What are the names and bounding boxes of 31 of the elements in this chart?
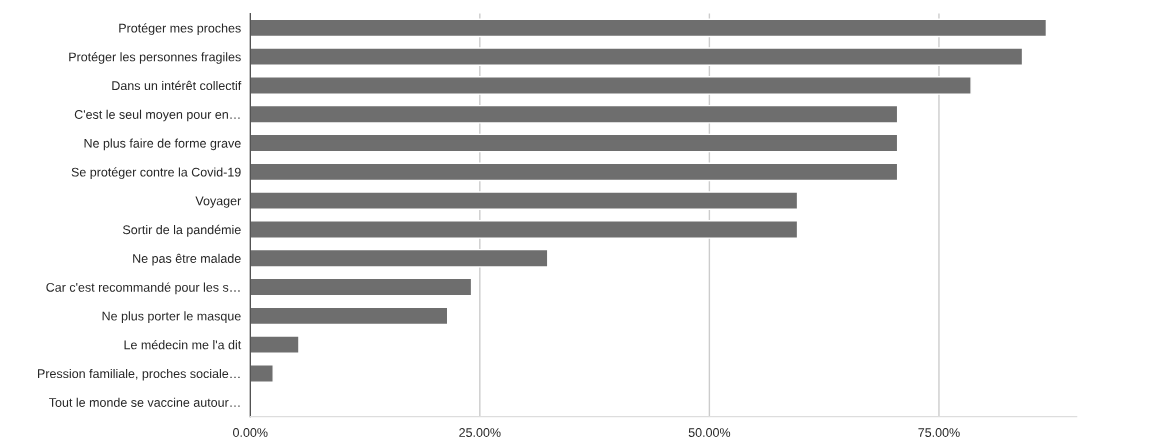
y-tick-label: Pression familiale, proches sociale…: [38, 368, 240, 381]
bar: [250, 248, 549, 268]
y-tick-label: Tout le monde se vaccine autour…: [49, 397, 240, 407]
bar: [250, 277, 473, 297]
y-tick-label: Car c'est recommandé pour les s…: [46, 282, 240, 295]
bar: [250, 306, 449, 326]
y-tick-label: Se protéger contre la Covid-19: [71, 167, 241, 180]
y-tick-label: Dans un intérêt collectif: [112, 80, 242, 91]
y-tick-label: C'est le seul moyen pour en…: [74, 109, 240, 122]
y-tick-label: Ne plus porter le masque: [102, 311, 241, 323]
bar: [250, 133, 899, 153]
x-tick-label: 0.00%: [233, 428, 268, 437]
y-tick-label: Protéger mes proches: [119, 23, 241, 36]
y-tick-label: Ne pas être malade: [133, 253, 241, 266]
y-tick-label: Protéger les personnes fragiles: [69, 52, 241, 64]
bar: [250, 335, 300, 354]
x-tick-label: 50.00%: [688, 428, 731, 437]
bar: [250, 76, 972, 95]
bar: [250, 104, 899, 124]
y-tick-label: Le médecin me l'a dit: [124, 339, 242, 350]
bar: [250, 18, 1048, 38]
bar: [250, 191, 799, 210]
y-tick-label: Voyager: [195, 196, 242, 208]
y-tick-label: Sortir de la pandémie: [122, 224, 241, 237]
bar: [250, 47, 1024, 66]
x-tick-label: 75.00%: [918, 428, 960, 437]
bar: [250, 220, 799, 239]
y-tick-label: Ne plus faire de forme grave: [84, 138, 241, 151]
x-tick-label: 25.00%: [459, 428, 501, 437]
bar: [250, 364, 274, 383]
bar: [250, 162, 899, 182]
